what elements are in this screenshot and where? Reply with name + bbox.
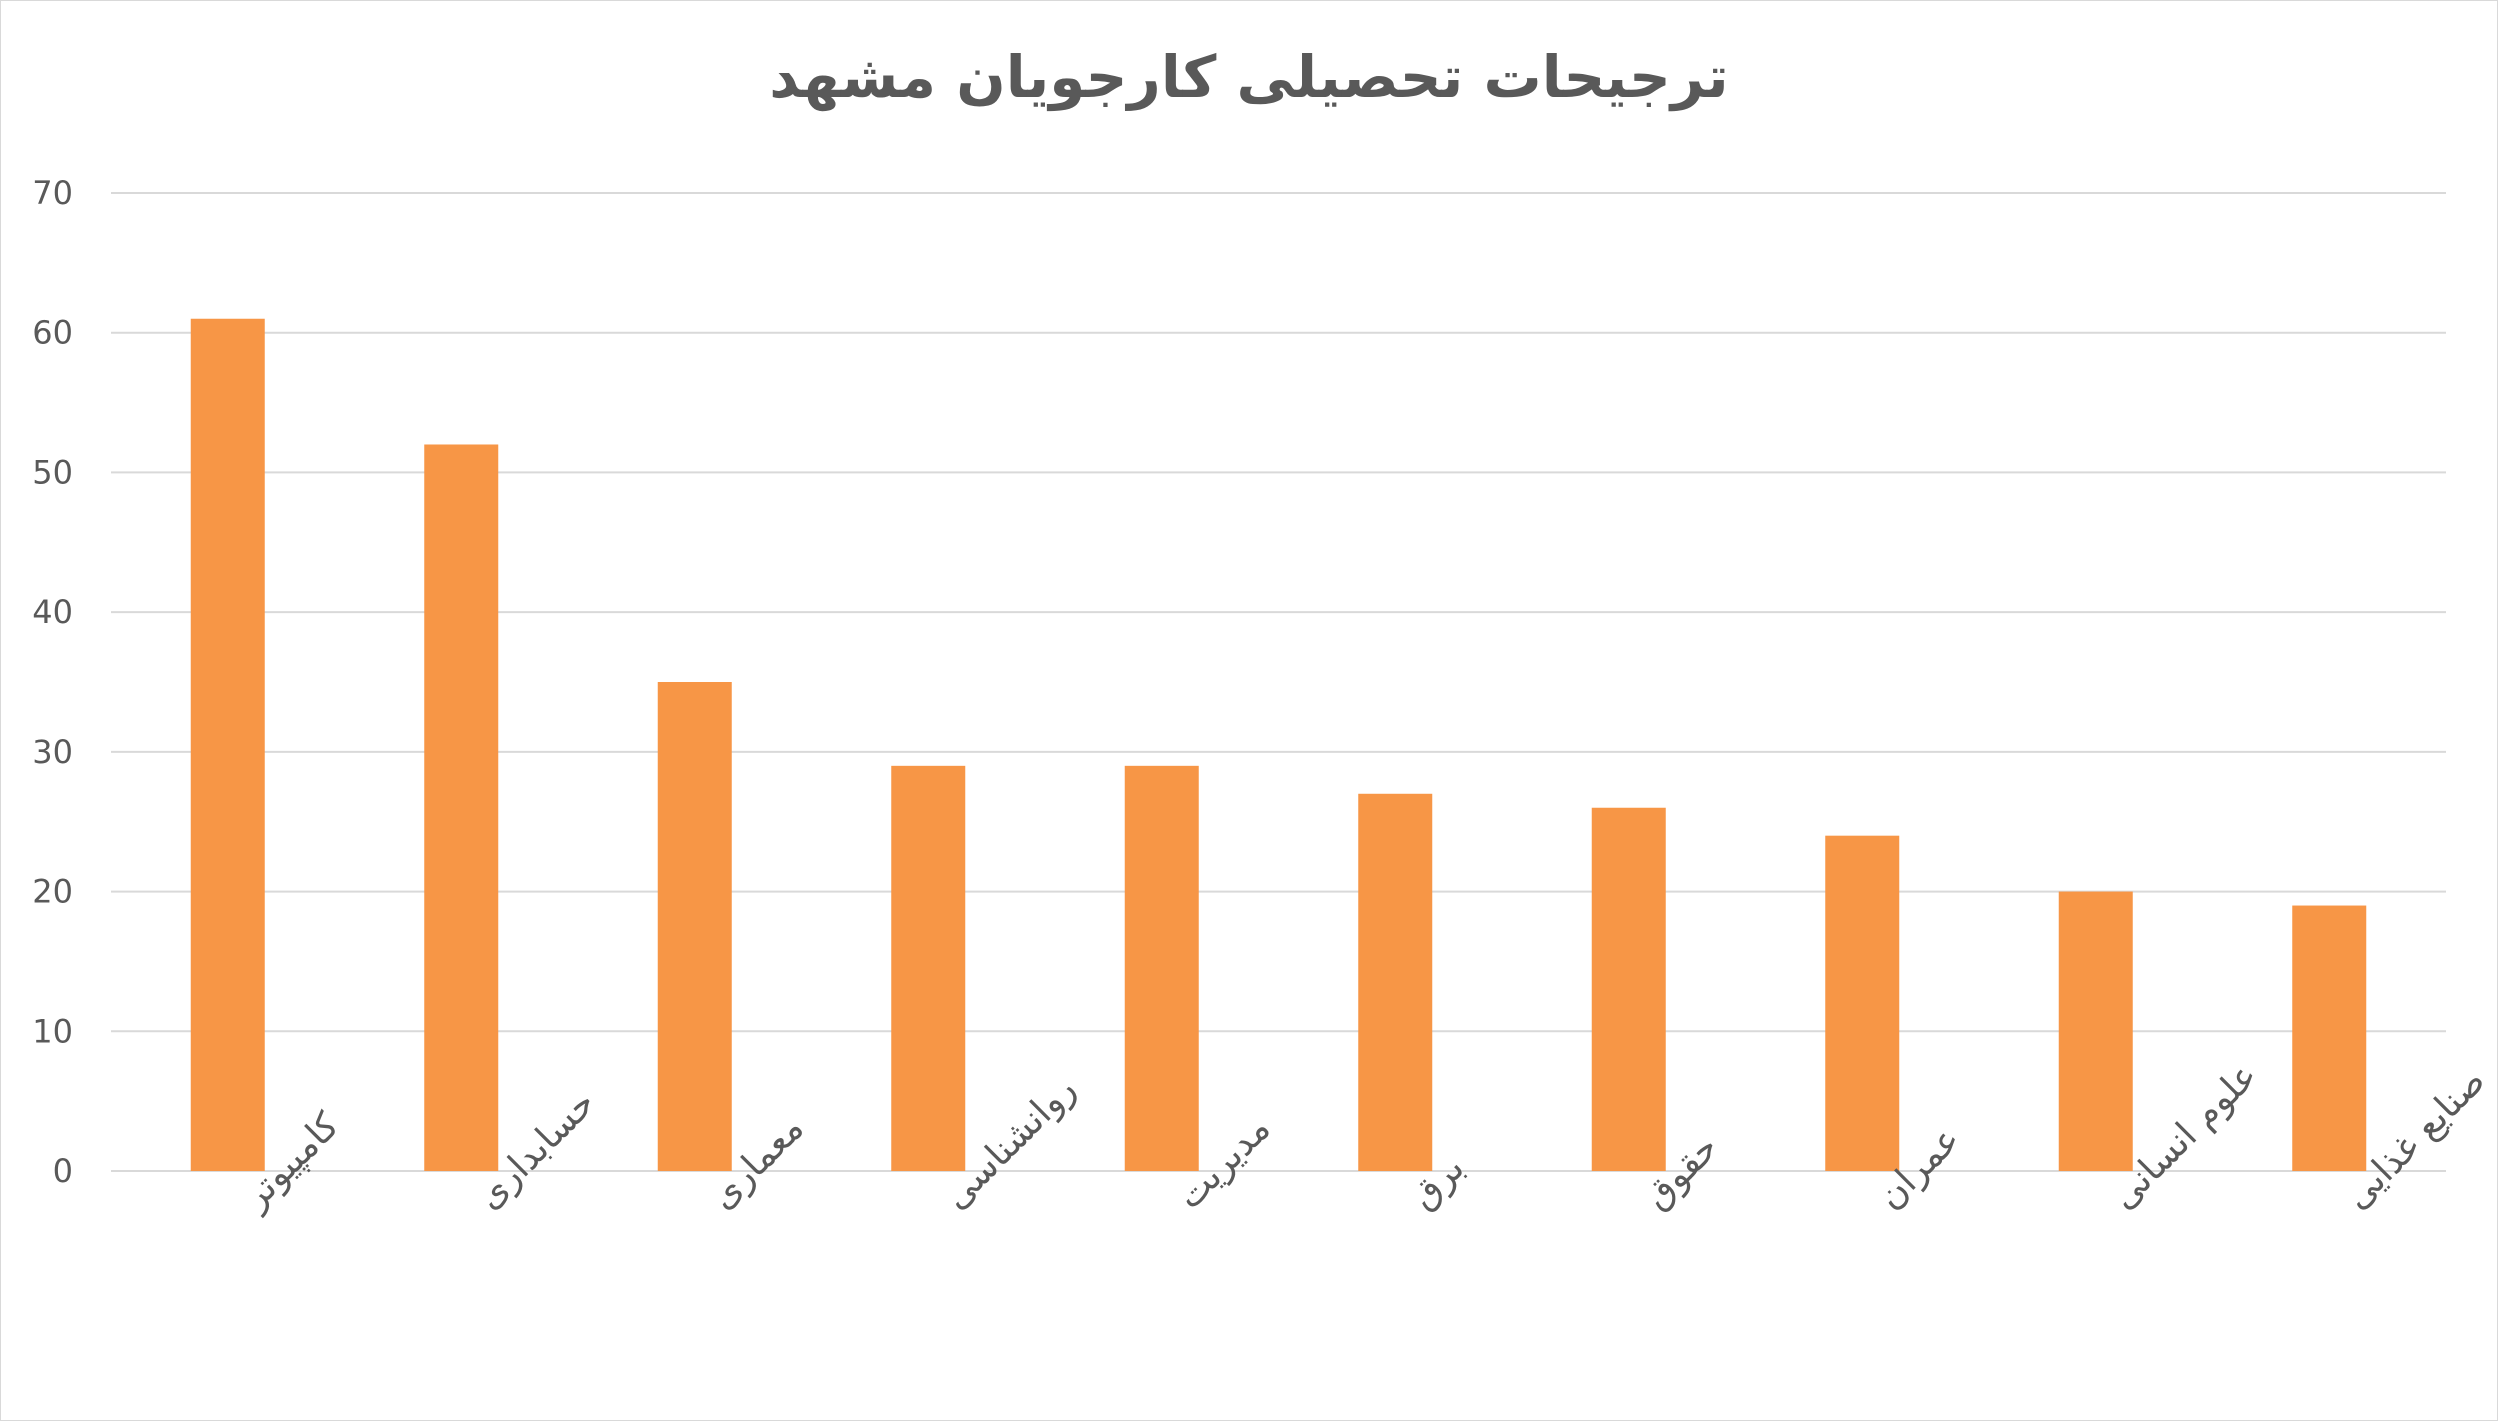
bar: [1358, 793, 1433, 1171]
y-tick-label: 0: [53, 1152, 73, 1190]
chart-title: ترجیحات تحصیلی کارجویان مشهد: [769, 43, 1729, 111]
y-tick-label: 60: [32, 314, 73, 352]
bar: [2058, 891, 2133, 1171]
y-tick-label: 50: [32, 453, 73, 491]
bar: [657, 682, 732, 1171]
bar: [424, 444, 499, 1171]
bar: [891, 765, 966, 1171]
bar: [2292, 905, 2367, 1171]
bar: [1124, 765, 1199, 1171]
y-tick-label: 40: [32, 593, 73, 631]
y-tick-label: 10: [32, 1012, 73, 1050]
bar: [1591, 807, 1666, 1171]
y-tick-label: 30: [32, 733, 73, 771]
bar: [1825, 835, 1900, 1171]
y-tick-label: 20: [32, 873, 73, 911]
bar: [190, 318, 265, 1171]
y-tick-label: 70: [32, 174, 73, 212]
